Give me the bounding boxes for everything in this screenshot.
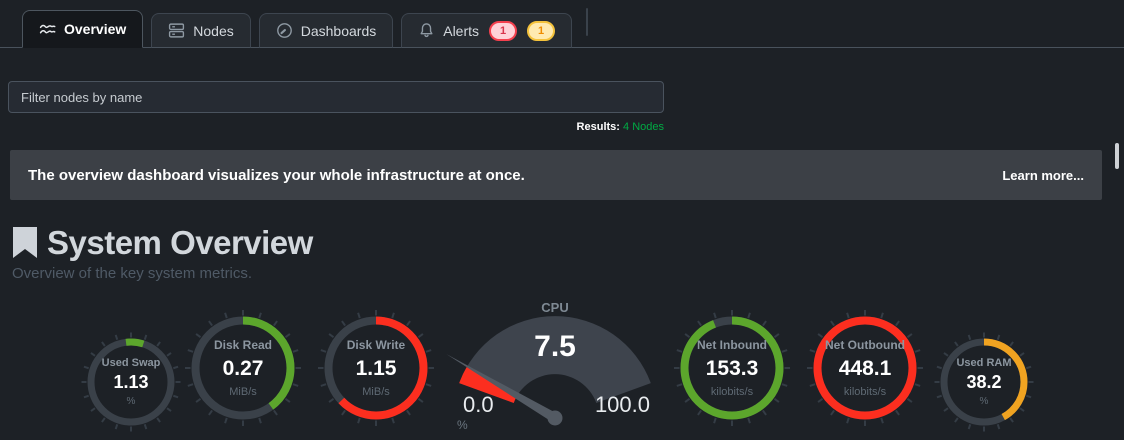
nodes-icon [168,22,185,39]
tab-overview[interactable]: Overview [22,10,144,48]
gauges-row: Used Swap 1.13 % Disk Read 0.27 MiB/s Di… [0,295,1124,435]
banner-message: The overview dashboard visualizes your w… [28,166,525,184]
learn-more-link[interactable]: Learn more... [1002,167,1084,183]
gauge-meter [446,316,651,426]
tab-dashboards[interactable]: Dashboards [258,13,394,48]
gauge-ring [318,310,434,426]
bookmark-icon [12,227,38,259]
gauge-ring [674,310,790,426]
gauge-disk-write[interactable]: Disk Write 1.15 MiB/s [313,305,439,431]
gauge-net-outbound[interactable]: Net Outbound 448.1 kilobits/s [802,305,928,431]
results-value: 4 Nodes [623,121,664,133]
bell-icon [418,22,435,39]
section-title: System Overview [47,224,313,261]
gauge-net-inbound[interactable]: Net Inbound 153.3 kilobits/s [669,305,795,431]
gauge-used-ram[interactable]: Used RAM 38.2 % [929,327,1039,437]
tab-bar: Overview Nodes Dashboards [0,0,1124,48]
filter-nodes-input[interactable] [8,81,664,113]
tab-alerts[interactable]: Alerts 1 1 [401,13,573,48]
tab-label: Alerts [443,22,480,39]
gauge-ring [185,310,301,426]
gauge-disk-read[interactable]: Disk Read 0.27 MiB/s [180,305,306,431]
gauge-ring [81,332,181,432]
tab-label: Dashboards [300,22,377,39]
tab-label: Nodes [193,22,234,39]
warning-alerts-badge[interactable]: 1 [527,20,556,41]
critical-alerts-badge[interactable]: 1 [489,20,518,41]
tab-label: Overview [64,21,127,37]
tab-divider [586,7,589,36]
gauge-ring [934,332,1034,432]
gauge-ring [807,310,923,426]
section-header: System Overview Overview of the key syst… [12,224,313,282]
gauge-used-swap[interactable]: Used Swap 1.13 % [76,327,186,437]
section-subtitle: Overview of the key system metrics. [12,265,253,282]
gauge-icon [276,22,293,39]
scrollbar-thumb[interactable] [1115,143,1119,169]
info-banner: The overview dashboard visualizes your w… [10,150,1102,200]
gauge-cpu[interactable]: CPU 7.5 0.0 100.0 % [445,300,665,440]
results-label: Results: [576,121,620,133]
tab-nodes[interactable]: Nodes [151,13,251,48]
area-chart-icon [39,21,56,38]
results-count: Results: 4 Nodes [8,121,664,133]
